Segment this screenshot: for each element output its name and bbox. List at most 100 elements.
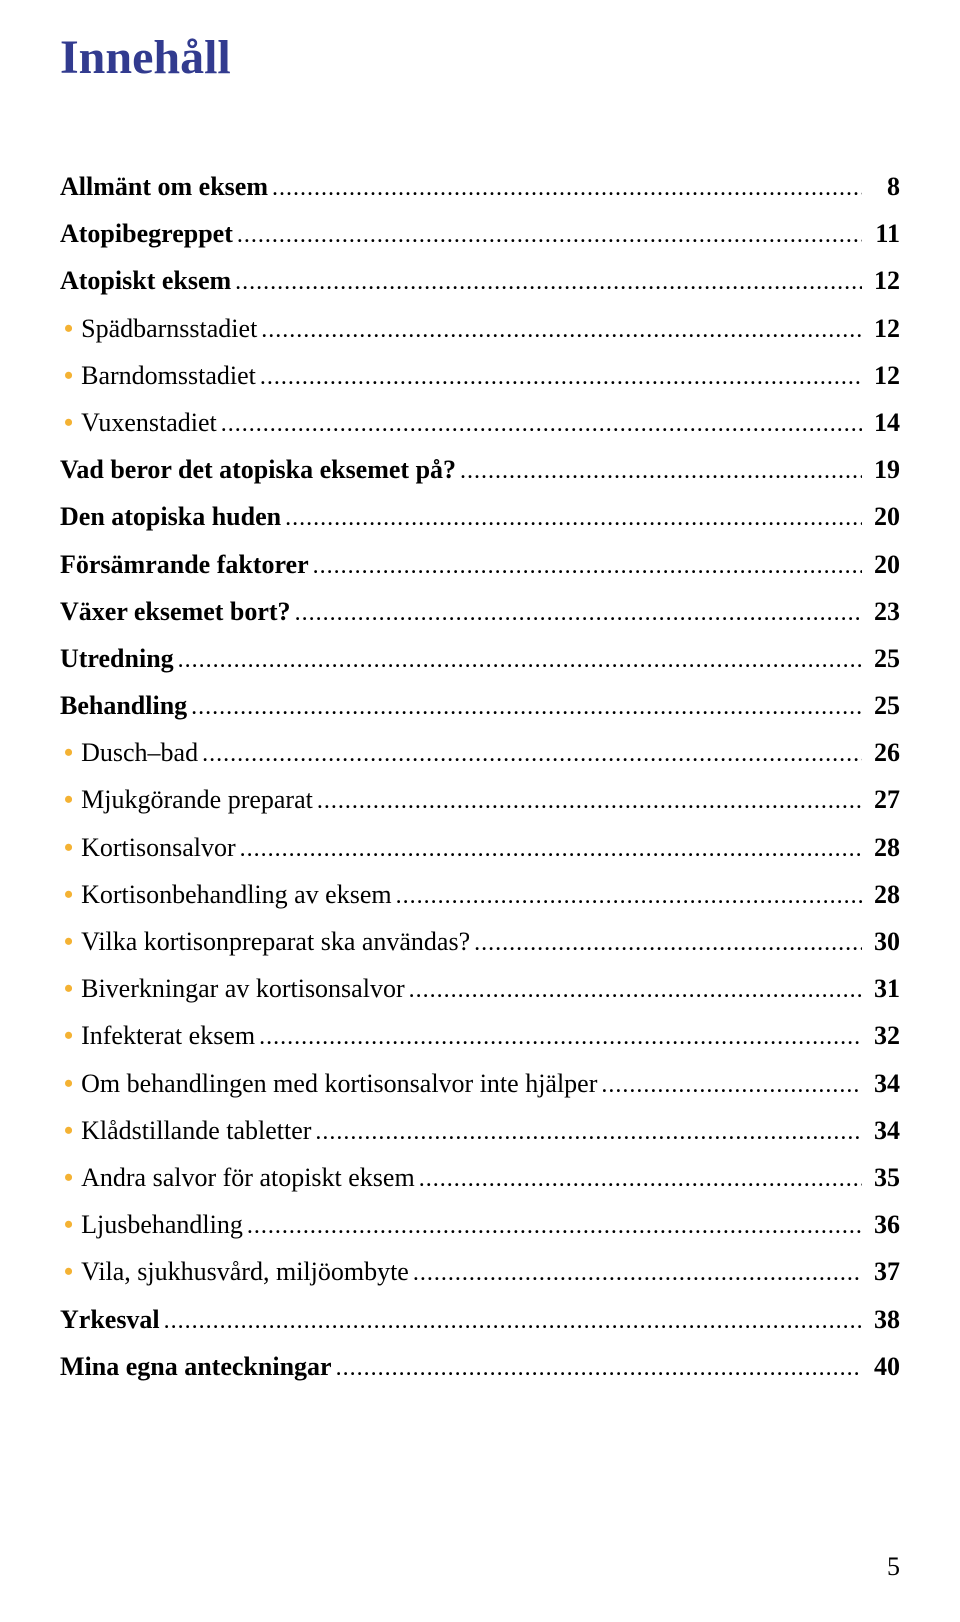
toc-entry: •Dusch–bad 26 [60,731,900,775]
dot-leader [317,781,862,822]
bullet-icon: • [64,920,73,964]
bullet-icon: • [64,307,73,351]
toc-entry: Allmänt om eksem 8 [60,165,900,209]
page-number: 5 [887,1552,900,1582]
toc-label: Vad beror det atopiska eksemet på? [60,448,456,492]
dot-leader [295,593,862,634]
bullet-icon: • [64,401,73,445]
toc-entry: Atopibegreppet11 [60,212,900,256]
toc-page: 34 [866,1109,900,1153]
toc-label: Dusch–bad [81,731,198,775]
toc-entry: Växer eksemet bort? 23 [60,590,900,634]
dot-leader [259,1017,862,1058]
toc-label: Växer eksemet bort? [60,590,291,634]
dot-leader [474,923,862,964]
toc-entry: •Mjukgörande preparat 27 [60,778,900,822]
toc-page: 26 [866,731,900,775]
toc-entry: •Barndomsstadiet 12 [60,354,900,398]
toc-label: Atopiskt eksem [60,259,231,303]
toc-label: Kortisonbehandling av eksem [81,873,392,917]
toc-page: 20 [866,495,900,539]
toc-entry: Yrkesval 38 [60,1298,900,1342]
bullet-icon: • [64,1109,73,1153]
toc-page: 23 [866,590,900,634]
toc-page: 14 [866,401,900,445]
toc-entry: •Om behandlingen med kortisonsalvor inte… [60,1062,900,1106]
toc-entry: •Kortisonbehandling av eksem28 [60,873,900,917]
toc-label: Vuxenstadiet [81,401,217,445]
toc-entry: Utredning 25 [60,637,900,681]
toc-page: 35 [866,1156,900,1200]
dot-leader [409,970,862,1011]
toc-entry: Mina egna anteckningar 40 [60,1345,900,1389]
dot-leader [221,404,862,445]
toc-entry: •Vila, sjukhusvård, miljöombyte 37 [60,1250,900,1294]
toc-page: 36 [866,1203,900,1247]
toc-label: Andra salvor för atopiskt eksem [81,1156,415,1200]
bullet-icon: • [64,1203,73,1247]
toc-label: Barndomsstadiet [81,354,256,398]
toc-page: 30 [866,920,900,964]
toc-page: 25 [866,637,900,681]
toc-entry: •Kortisonsalvor 28 [60,826,900,870]
dot-leader [240,829,862,870]
toc-page: 38 [866,1298,900,1342]
toc-page: 37 [866,1250,900,1294]
toc-label: Mjukgörande preparat [81,778,313,822]
toc-entry: •Biverkningar av kortisonsalvor31 [60,967,900,1011]
bullet-icon: • [64,967,73,1011]
dot-leader [396,876,862,917]
toc-label: Vila, sjukhusvård, miljöombyte [81,1250,409,1294]
table-of-contents: Allmänt om eksem 8Atopibegreppet11Atopisk… [60,165,900,1389]
toc-entry: •Infekterat eksem32 [60,1014,900,1058]
bullet-icon: • [64,778,73,822]
toc-page: 12 [866,259,900,303]
toc-label: Kortisonsalvor [81,826,236,870]
toc-entry: •Vuxenstadiet 14 [60,401,900,445]
toc-label: Utredning [60,637,174,681]
toc-label: Vilka kortisonpreparat ska användas? [81,920,470,964]
toc-label: Mina egna anteckningar [60,1345,332,1389]
toc-entry: Vad beror det atopiska eksemet på? 19 [60,448,900,492]
toc-label: Den atopiska huden [60,495,281,539]
toc-entry: •Klådstillande tabletter 34 [60,1109,900,1153]
toc-entry: Försämrande faktorer 20 [60,543,900,587]
toc-label: Om behandlingen med kortisonsalvor inte … [81,1062,597,1106]
bullet-icon: • [64,354,73,398]
toc-page: 31 [866,967,900,1011]
toc-label: Försämrande faktorer [60,543,309,587]
bullet-icon: • [64,731,73,775]
dot-leader [235,262,862,303]
dot-leader [178,640,862,681]
bullet-icon: • [64,826,73,870]
dot-leader [237,215,862,256]
toc-entry: •Vilka kortisonpreparat ska användas? 30 [60,920,900,964]
dot-leader [272,168,862,209]
dot-leader [164,1301,862,1342]
toc-label: Spädbarnsstadiet [81,307,257,351]
dot-leader [191,687,862,728]
dot-leader [460,451,862,492]
toc-label: Infekterat eksem [81,1014,255,1058]
toc-page: 19 [866,448,900,492]
toc-page: 8 [866,165,900,209]
dot-leader [247,1206,862,1247]
toc-page: 28 [866,873,900,917]
dot-leader [419,1159,862,1200]
toc-page: 28 [866,826,900,870]
dot-leader [260,357,862,398]
toc-page: 12 [866,354,900,398]
toc-entry: •Spädbarnsstadiet12 [60,307,900,351]
toc-label: Yrkesval [60,1298,160,1342]
toc-entry: Atopiskt eksem 12 [60,259,900,303]
toc-label: Allmänt om eksem [60,165,268,209]
dot-leader [601,1065,862,1106]
dot-leader [336,1348,862,1389]
toc-page: 40 [866,1345,900,1389]
toc-page: 27 [866,778,900,822]
bullet-icon: • [64,1250,73,1294]
toc-label: Klådstillande tabletter [81,1109,311,1153]
toc-entry: •Andra salvor för atopiskt eksem35 [60,1156,900,1200]
toc-page: 20 [866,543,900,587]
toc-page: 11 [866,212,900,256]
